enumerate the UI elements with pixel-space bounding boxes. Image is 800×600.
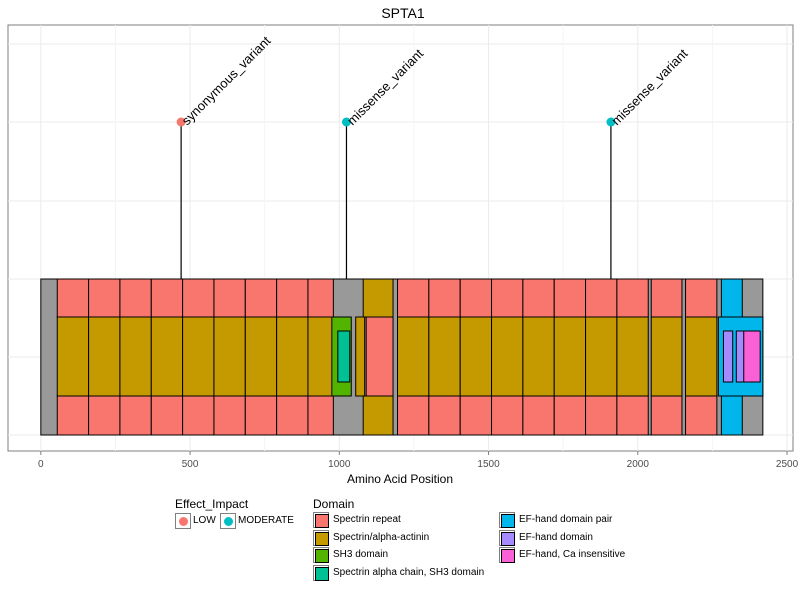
domain-spectrin-repeat <box>585 278 618 318</box>
domain-spectrin-alpha-actinin <box>362 278 394 318</box>
low-dot-icon <box>179 517 188 526</box>
domain-spectrin-repeat <box>365 316 394 397</box>
x-tick-label: 500 <box>182 459 199 470</box>
domain-spectrin-alpha-actinin <box>585 316 618 397</box>
domain-spectrin-repeat <box>182 395 215 436</box>
sh3-domain-swatch <box>315 549 329 563</box>
spectrin-alpha-chain-sh3-swatch <box>315 567 329 581</box>
domain-spectrin-alpha-actinin <box>491 316 524 397</box>
legend-key-spectrin-repeat <box>313 512 329 528</box>
domain-spectrin-repeat <box>616 278 649 318</box>
variant-stems <box>180 122 612 279</box>
domain-spectrin-alpha-actinin <box>397 316 430 397</box>
domain-spectrin-alpha-actinin <box>119 316 152 397</box>
domain-spectrin-alpha-actinin <box>213 316 246 397</box>
legend-label-ef-hand-domain-pair: EF-hand domain pair <box>519 514 613 525</box>
domain-spectrin-repeat <box>56 278 90 318</box>
domain-spectrin-repeat <box>244 278 278 318</box>
ef-hand-domain-pair-swatch <box>501 514 515 528</box>
domain-spectrin-repeat <box>491 278 524 318</box>
legend-key-spectrin-alpha-actinin <box>313 530 329 546</box>
domain-spectrin-repeat <box>397 395 430 436</box>
domain-spectrin-alpha-actinin <box>459 316 493 397</box>
domain-spectrin-repeat <box>56 395 90 436</box>
domain-spectrin-alpha-actinin <box>355 316 366 397</box>
legend-label-spectrin-repeat: Spectrin repeat <box>333 514 401 525</box>
domain-spectrin-repeat <box>650 395 683 436</box>
domain-ef-hand-ca-insensitive <box>743 330 761 383</box>
legend-key-ef-hand-domain <box>499 530 515 546</box>
legend-key-sh3-domain <box>313 547 329 563</box>
spectrin-repeat-swatch <box>315 514 329 528</box>
domain-spectrin-alpha-actinin <box>616 316 649 397</box>
domain-spectrin-repeat <box>428 395 461 436</box>
variant-point <box>341 117 351 127</box>
legend-label-ef-hand-domain: EF-hand domain <box>519 532 593 543</box>
legend-label-low: LOW <box>193 515 216 526</box>
legend-key-ef-hand-ca-insensitive <box>499 547 515 563</box>
x-tick-label: 2500 <box>776 459 799 470</box>
chart-title: SPTA1 <box>381 5 425 21</box>
domain-spectrin-repeat <box>616 395 649 436</box>
domain-spectrin-repeat <box>276 395 309 436</box>
moderate-dot-icon <box>224 517 233 526</box>
x-axis-label: Amino Acid Position <box>347 472 453 486</box>
domain-spectrin-alpha-actinin <box>182 316 215 397</box>
domain-spectrin-alpha-actinin <box>244 316 278 397</box>
x-tick-label: 2000 <box>627 459 650 470</box>
domain-spectrin-repeat <box>119 395 152 436</box>
legend-label-spectrin-alpha-actinin: Spectrin/alpha-actinin <box>333 532 430 543</box>
legend-label-spectrin-alpha-chain-sh3: Spectrin alpha chain, SH3 domain <box>333 567 485 578</box>
domain-spectrin-alpha-actinin <box>685 316 718 397</box>
domain-spectrin-repeat <box>88 395 121 436</box>
domain-spectrin-repeat <box>182 278 215 318</box>
ef-hand-domain-swatch <box>501 532 515 546</box>
domain-spectrin-repeat <box>213 278 246 318</box>
domain-spectrin-alpha-chain-sh3-domain <box>337 330 351 383</box>
variant-point <box>606 117 616 127</box>
variant-point <box>176 117 186 127</box>
domain-spectrin-alpha-actinin <box>307 316 334 397</box>
effect-legend-title: Effect_Impact <box>175 497 249 511</box>
domain-spectrin-alpha-actinin <box>650 316 683 397</box>
domain-spectrin-repeat <box>522 395 555 436</box>
legend-label-ef-hand-ca-insensitive: EF-hand, Ca insensitive <box>519 549 626 560</box>
legend-label-moderate: MODERATE <box>238 515 294 526</box>
domain-spectrin-alpha-actinin <box>88 316 121 397</box>
domain-spectrin-repeat <box>397 278 430 318</box>
domain-spectrin-repeat <box>553 395 587 436</box>
ef-hand-ca-insensitive-swatch <box>501 549 515 563</box>
x-tick-label: 1000 <box>328 459 351 470</box>
protein-track <box>40 278 764 436</box>
legend-key-ef-hand-domain-pair <box>499 512 515 528</box>
x-tick-label: 1500 <box>477 459 500 470</box>
legend-label-sh3-domain: SH3 domain <box>333 549 389 560</box>
x-tick-label: 0 <box>38 459 44 470</box>
legend-key-spectrin-alpha-chain-sh3 <box>313 565 329 581</box>
domain-legend-title: Domain <box>313 497 355 511</box>
domain-spectrin-alpha-actinin <box>553 316 587 397</box>
legend-key-low <box>175 513 191 529</box>
domain-ef-hand-domain <box>722 330 734 383</box>
domain-spectrin-alpha-actinin <box>362 395 394 436</box>
x-axis: 0 500 1000 1500 2000 2500 <box>38 451 799 470</box>
domain-spectrin-alpha-actinin <box>56 316 90 397</box>
spectrin-alpha-actinin-swatch <box>315 532 329 546</box>
domain-spectrin-repeat <box>685 278 718 318</box>
domain-spectrin-repeat <box>150 278 184 318</box>
legend-key-moderate <box>220 513 236 529</box>
